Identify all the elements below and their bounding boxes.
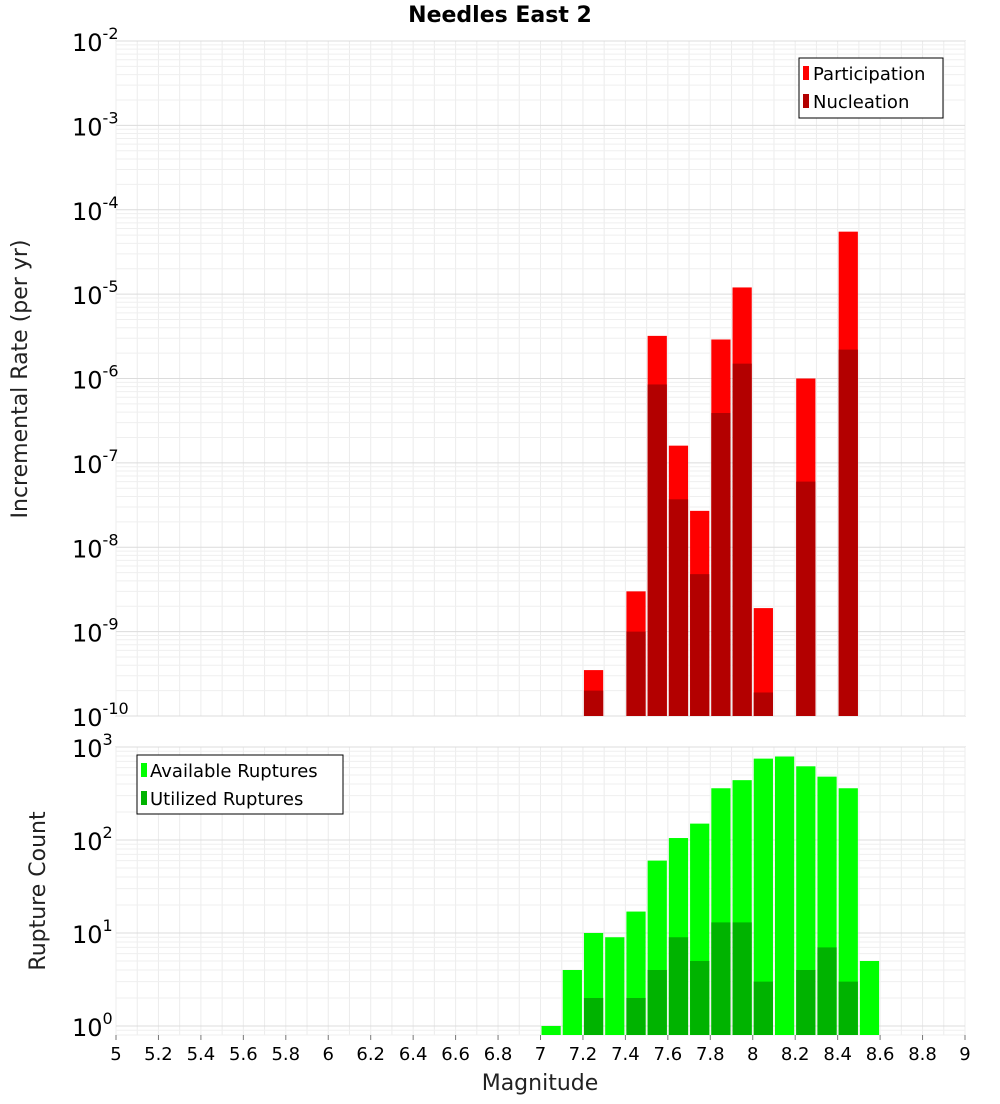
count-bar-series2 xyxy=(732,922,752,1035)
rate-plot: 10-10 10-9 10-8 10-7 10-6 10-5 10-4 10-3 10-2 In… xyxy=(8,24,966,732)
rate-legend-box xyxy=(798,57,944,119)
x-tick-label: 8 xyxy=(747,1044,758,1065)
rate-bar-series2 xyxy=(668,499,689,716)
rate-bar-series2 xyxy=(838,349,858,716)
count-bar-series1 xyxy=(753,758,773,1035)
x-tick-label: 5.8 xyxy=(271,1044,300,1065)
x-tick-label: 5.2 xyxy=(144,1044,173,1065)
x-tick-label: 5.6 xyxy=(229,1044,258,1065)
x-tick-label: 5.4 xyxy=(187,1044,216,1065)
count-bar-series2 xyxy=(753,981,773,1035)
participation-legend-swatch xyxy=(803,66,809,80)
count-bar-series1 xyxy=(774,756,795,1035)
x-tick-label: 7.2 xyxy=(569,1044,598,1065)
rate-legend: Participation Nucleation xyxy=(798,57,944,119)
rate-bar-series2 xyxy=(690,574,710,716)
nucleation-legend-swatch xyxy=(803,94,809,108)
x-tick-label: 6.4 xyxy=(399,1044,428,1065)
count-y-tick-label: 101 xyxy=(72,916,113,949)
count-plot: 100 101 102 103 5 5.2 5.4 5.6 5.8 6 6.2 6.4 6.6 6.8 7… xyxy=(26,730,971,1096)
count-bar-series2 xyxy=(690,960,710,1035)
count-bar-series2 xyxy=(647,969,667,1035)
count-bar-series1 xyxy=(605,937,625,1035)
nucleation-legend-label: Nucleation xyxy=(813,92,909,113)
count-bar-series1 xyxy=(562,969,582,1035)
count-legend-box xyxy=(136,754,344,815)
count-y-tick-label: 103 xyxy=(72,730,113,763)
rate-grid xyxy=(115,40,966,717)
count-legend: Available Ruptures Utilized Ruptures xyxy=(136,754,344,815)
rate-y-tick-label: 10-5 xyxy=(72,277,119,310)
rate-y-ticks: 10-10 10-9 10-8 10-7 10-6 10-5 10-4 10-3 10-2 xyxy=(72,24,129,732)
rate-y-tick-label: 10-6 xyxy=(72,362,119,395)
count-bars xyxy=(541,756,880,1035)
count-bar-series2 xyxy=(838,981,858,1035)
count-bar-series2 xyxy=(817,947,837,1035)
count-bar-series2 xyxy=(583,997,604,1035)
rate-y-tick-label: 10-9 xyxy=(72,615,119,648)
x-tick-label: 8.4 xyxy=(823,1044,852,1065)
x-tick-label: 8.8 xyxy=(908,1044,937,1065)
rate-y-tick-label: 10-7 xyxy=(72,446,119,479)
participation-legend-label: Participation xyxy=(813,64,925,85)
x-tick-label: 6.6 xyxy=(441,1044,470,1065)
x-tick-label: 7.8 xyxy=(696,1044,725,1065)
x-tick-label: 6 xyxy=(323,1044,334,1065)
count-y-tick-label: 102 xyxy=(72,823,113,856)
count-bar-series1 xyxy=(541,1025,561,1035)
x-tick-label: 7.4 xyxy=(611,1044,640,1065)
rate-bars xyxy=(583,231,858,716)
available-legend-label: Available Ruptures xyxy=(150,761,318,782)
count-bar-series2 xyxy=(668,937,689,1035)
count-bar-series2 xyxy=(711,922,731,1035)
rate-bar-series2 xyxy=(647,384,667,716)
count-y-tick-label: 100 xyxy=(72,1009,113,1042)
rate-bar-series2 xyxy=(753,692,773,716)
rate-bar-series1 xyxy=(753,608,773,716)
count-bar-series1 xyxy=(859,960,880,1035)
rate-bar-series2 xyxy=(583,690,604,716)
utilized-legend-label: Utilized Ruptures xyxy=(150,789,303,810)
count-x-ticks: 5 5.2 5.4 5.6 5.8 6 6.2 6.4 6.6 6.8 7 7.2 7.4 7.6 7.8 8… xyxy=(110,1035,971,1065)
count-bar-series2 xyxy=(796,969,816,1035)
chart-title: Needles East 2 xyxy=(408,3,592,28)
utilized-legend-swatch xyxy=(141,791,147,805)
count-y-axis-label: Rupture Count xyxy=(26,811,51,971)
rate-y-tick-label: 10-8 xyxy=(72,530,119,563)
rate-y-tick-label: 10-4 xyxy=(72,193,119,226)
rate-y-tick-label: 10-2 xyxy=(72,24,119,57)
x-tick-label: 8.2 xyxy=(781,1044,810,1065)
rate-y-axis-label: Incremental Rate (per yr) xyxy=(8,240,33,519)
x-axis-label: Magnitude xyxy=(482,1071,599,1096)
count-bar-series1 xyxy=(796,766,816,1035)
rate-bar-series2 xyxy=(796,481,816,716)
x-tick-label: 8.6 xyxy=(866,1044,895,1065)
x-tick-label: 9 xyxy=(959,1044,970,1065)
x-tick-label: 7 xyxy=(535,1044,546,1065)
count-y-ticks: 100 101 102 103 xyxy=(72,730,113,1042)
count-bar-series1 xyxy=(838,788,858,1035)
available-legend-swatch xyxy=(141,763,147,777)
rate-y-tick-label: 10-3 xyxy=(72,108,119,141)
x-tick-label: 6.2 xyxy=(356,1044,385,1065)
x-tick-label: 5 xyxy=(110,1044,121,1065)
rate-bar-series2 xyxy=(626,631,646,716)
rate-bar-series2 xyxy=(711,413,731,716)
rate-y-tick-label: 10-10 xyxy=(72,699,129,732)
rate-bar-series2 xyxy=(732,363,752,716)
count-bar-series2 xyxy=(626,997,646,1035)
x-tick-label: 6.8 xyxy=(484,1044,513,1065)
x-tick-label: 7.6 xyxy=(654,1044,683,1065)
